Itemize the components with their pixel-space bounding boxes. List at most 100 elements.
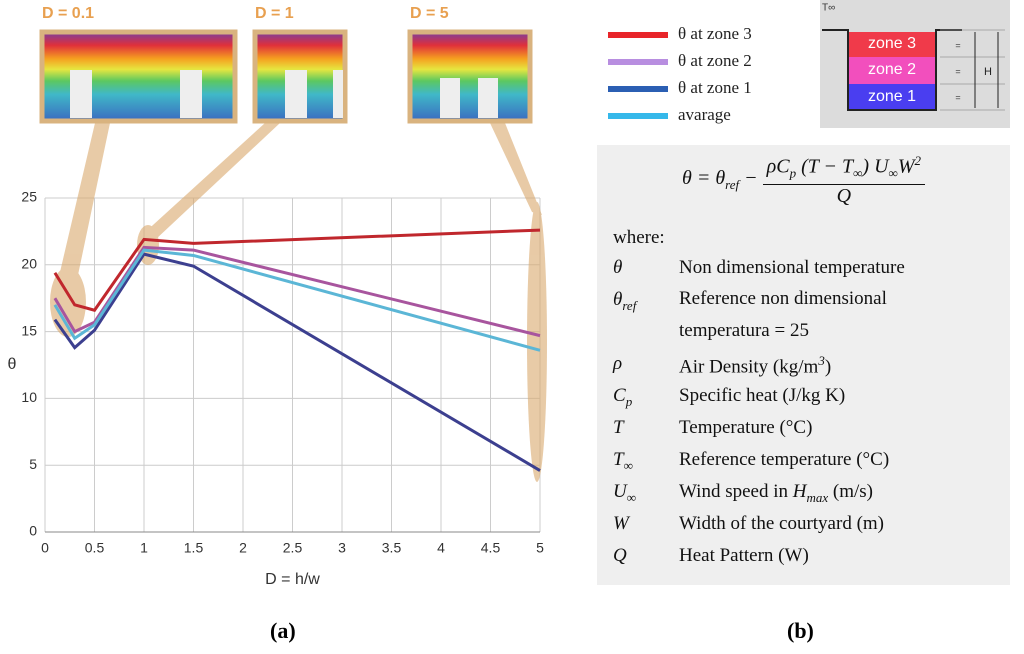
definition-symbol: θ [613,257,679,279]
symbol: U [613,481,627,502]
formula-part: p [789,165,797,181]
definition-line: Reference non dimensional [679,288,887,309]
definition-row: T∞ Reference temperature (°C) [613,449,889,474]
definitions-intro: where: [613,227,665,248]
inset-label: D = 0.1 [42,5,94,22]
definition-part: H [792,481,807,502]
data-line [53,248,541,352]
definition-line: temperatura = 25 [679,320,809,341]
y-tick-label: 25 [21,189,37,205]
x-tick-label: 1.5 [184,540,204,556]
y-tick-label: 15 [21,322,37,338]
definition-row: T Temperature (°C) [613,417,812,439]
definition-part: Air Density (kg/m [679,356,819,378]
definition-part: Wind speed in [679,481,793,502]
caption: (b) [787,618,814,643]
fraction: ρCp (T − T∞) U∞W2 Q [762,153,925,208]
legend-label: θ at zone 3 [678,24,752,43]
x-axis-label: D = h/w [265,571,320,588]
definition-symbol: Cp [613,385,679,410]
y-tick-label: 10 [21,389,37,405]
definition-part: Heat Pattern (W) [679,545,809,566]
definition-symbol: U∞ [613,481,679,506]
diagram [820,0,1010,128]
formula-part: 2 [914,153,921,168]
formula: θ = θref − ρCp (T − T∞) U∞W2 Q [597,153,1010,208]
definition-symbol: W [613,513,679,535]
formula-part: − [739,167,763,190]
y-tick-label: 0 [29,523,37,539]
symbol-sub: ref [622,297,637,313]
data-line [53,228,541,312]
legend-label: θ at zone 1 [678,78,752,97]
definition-part: 3 [818,353,825,368]
data-line [53,252,541,472]
symbol: T [613,417,624,438]
formula-lhs: θ = θref − [682,167,763,193]
symbol-sub: ∞ [626,489,637,505]
symbol: θ [613,289,623,310]
definition-text: Temperature (°C) [679,417,812,439]
y-tick-label: 5 [29,456,37,472]
definition-row: W Width of the courtyard (m) [613,513,884,535]
x-tick-label: 1 [140,540,148,556]
equal-mark: = [955,92,960,102]
definition-text: Reference non dimensional temperatura = 2… [679,288,887,347]
definition-text: Wind speed in Hmax (m/s) [679,481,873,506]
insets [39,29,533,124]
definition-text: Non dimensional temperature [679,257,905,279]
formula-part: (T − T [796,155,854,178]
formula-part: ρC [766,155,790,178]
formula-part: ref [725,177,740,193]
formula-part: Q [836,184,852,207]
symbol: Q [613,545,627,566]
x-tick-label: 3.5 [382,540,402,556]
definition-row: ρ Air Density (kg/m3) [613,353,831,378]
y-tick-label: 20 [21,256,37,272]
definition-row: Q Heat Pattern (W) [613,545,809,567]
definition-text: Heat Pattern (W) [679,545,809,567]
definition-row: θ Non dimensional temperature [613,257,905,279]
definition-symbol: ρ [613,353,679,378]
definition-text: Air Density (kg/m3) [679,353,831,378]
height-label: H [984,66,992,78]
definition-part: Reference temperature (°C) [679,449,890,470]
x-tick-label: 0.5 [85,540,105,556]
definition-text: Width of the courtyard (m) [679,513,884,535]
x-tick-label: 3 [338,540,346,556]
inset-label: D = 1 [255,5,294,22]
numerator: ρCp (T − T∞) U∞W2 [762,153,925,185]
y-axis-label: θ [8,356,17,373]
legend-label: θ at zone 2 [678,51,752,70]
equal-mark: = [955,40,960,50]
symbol: C [613,385,626,406]
formula-part: ) U [862,155,889,178]
definition-part: Non dimensional temperature [679,257,905,278]
x-tick-label: 2 [239,540,247,556]
formula-part: θ = θ [682,167,726,190]
definition-part: Width of the courtyard (m) [679,513,885,534]
definition-part: Specific heat (J/kg K) [679,385,846,406]
symbol-sub: p [625,393,633,409]
definition-part: Temperature (°C) [679,417,813,438]
definition-symbol: θref [613,289,679,347]
definition-row: U∞ Wind speed in Hmax (m/s) [613,481,873,506]
diagram-label: T∞ [822,3,835,14]
zone-label: zone 3 [868,35,916,52]
symbol-sub: ∞ [623,457,633,473]
x-tick-label: 0 [41,540,49,556]
grid [44,197,541,533]
definition-text: Reference temperature (°C) [679,449,889,474]
legend-label: avarage [678,105,731,124]
symbol: θ [613,257,623,278]
symbol: W [613,513,629,534]
definition-text: Specific heat (J/kg K) [679,385,845,410]
inset-label: D = 5 [410,5,449,22]
formula-part: ∞ [888,165,898,181]
inset-connectors [50,123,547,482]
denominator: Q [837,185,851,208]
caption: (a) [270,618,296,643]
